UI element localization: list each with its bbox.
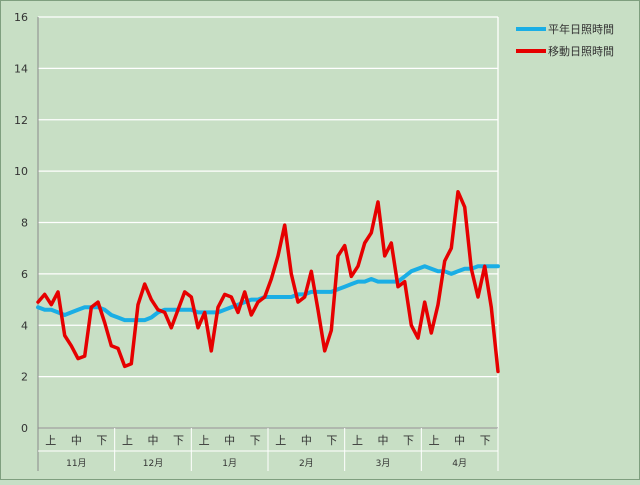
series-lines (36, 189, 500, 374)
x-tick-label-0-2: 下 (96, 434, 107, 447)
month-label-3: 2月 (299, 458, 314, 469)
month-label-2: 1月 (222, 458, 237, 469)
x-tick-label-4-1: 中 (378, 434, 389, 447)
y-tick-label-7: 14 (14, 62, 28, 75)
month-label-4: 3月 (376, 458, 391, 469)
y-tick-label-6: 12 (14, 114, 28, 127)
y-tick-label-3: 6 (21, 268, 28, 281)
x-tick-label-0-1: 中 (71, 434, 82, 447)
x-tick-label-4-2: 下 (403, 434, 414, 447)
y-tick-label-0: 0 (21, 422, 28, 435)
x-tick-label-2-1: 中 (224, 434, 235, 447)
series-line-0 (36, 264, 500, 323)
x-tick-label-3-0: 上 (275, 434, 286, 447)
x-tick-label-1-0: 上 (122, 434, 133, 447)
legend-label-0: 平年日照時間 (548, 22, 614, 36)
series-line-1 (36, 189, 500, 374)
y-axis: 0 2 4 6 8 10 12 14 16 (14, 11, 28, 435)
x-tick-label-3-2: 下 (326, 434, 337, 447)
y-tick-label-1: 2 (21, 371, 28, 384)
x-tick-label-2-0: 上 (199, 434, 210, 447)
month-label-0: 11月 (66, 458, 86, 469)
month-label-1: 12月 (143, 458, 163, 469)
y-tick-label-2: 4 (21, 319, 28, 332)
x-tick-label-4-0: 上 (352, 434, 363, 447)
x-tick-label-3-1: 中 (301, 434, 312, 447)
month-label-5: 4月 (452, 458, 467, 469)
gridlines (37, 16, 499, 429)
x-tick-label-0-0: 上 (45, 434, 56, 447)
y-tick-label-8: 16 (14, 11, 28, 24)
legend-label-1: 移動日照時間 (548, 44, 614, 58)
x-tick-label-5-1: 中 (454, 434, 465, 447)
x-axis: 上中下11月上中下12月上中下1月上中下2月上中下3月上中下4月 (37, 428, 499, 471)
y-tick-label-5: 10 (14, 165, 28, 178)
x-tick-label-1-2: 下 (173, 434, 184, 447)
x-tick-label-1-1: 中 (148, 434, 159, 447)
x-tick-label-2-2: 下 (250, 434, 261, 447)
x-tick-label-5-2: 下 (480, 434, 491, 447)
x-tick-label-5-0: 上 (429, 434, 440, 447)
y-tick-label-4: 8 (21, 217, 28, 230)
